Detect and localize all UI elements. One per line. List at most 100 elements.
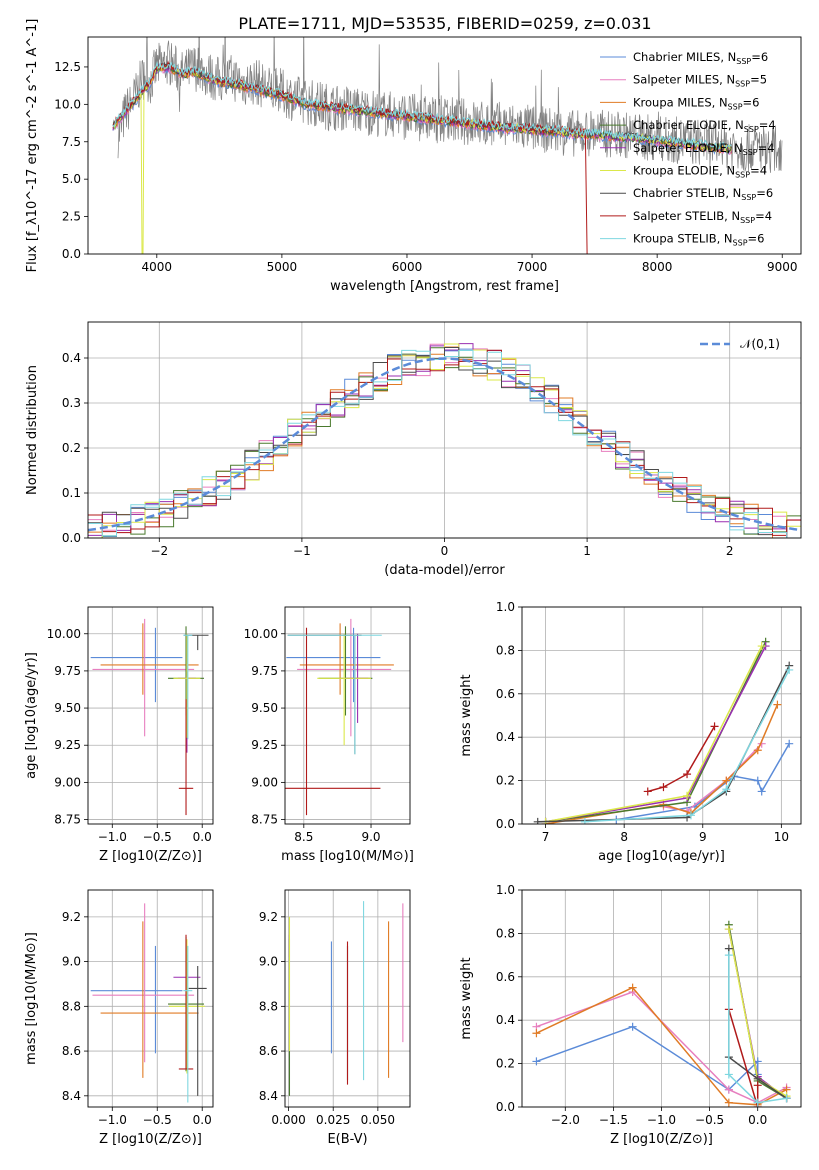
series-marker xyxy=(580,817,589,824)
x-tick-label: 0.000 xyxy=(271,1113,305,1127)
y-tick-label: 8.6 xyxy=(259,1044,278,1058)
y-tick-label: 1.0 xyxy=(496,883,515,897)
legend-label: Kroupa ELODIE, NSSP=4 xyxy=(633,164,767,180)
panel-mass_weight_vs_age: 7 8 9 10 0.0 0.2 0.4 0.6 0.8 1.0 age [log10(age/yr… xyxy=(459,600,802,864)
plot-area xyxy=(532,920,791,1107)
y-tick-label: 0.0 xyxy=(496,1100,515,1114)
series-marker xyxy=(724,951,733,960)
series-marker xyxy=(683,770,692,779)
x-tick-label: 0.0 xyxy=(748,1113,767,1127)
y-tick-label: 0.4 xyxy=(62,351,81,365)
legend-label: Salpeter STELIB, NSSP=4 xyxy=(633,209,772,225)
series-marker xyxy=(724,1085,733,1094)
y-tick-label: 8.8 xyxy=(62,999,81,1013)
series-marker xyxy=(782,1094,791,1103)
series-marker xyxy=(785,739,794,748)
x-tick-label: −1.0 xyxy=(98,1113,127,1127)
series-marker xyxy=(722,785,731,794)
histogram-legend: 𝒩(0,1) xyxy=(700,337,780,351)
series-marker xyxy=(683,791,692,800)
plot-area xyxy=(90,618,209,816)
x-tick-label: −1.0 xyxy=(647,1113,676,1127)
y-tick-label: 8.75 xyxy=(251,813,278,827)
y-tick-label: 0.8 xyxy=(496,643,515,657)
plot-area xyxy=(90,903,207,1103)
y-tick-label: 9.00 xyxy=(251,775,278,789)
series-marker xyxy=(628,983,637,992)
x-tick-label: 4000 xyxy=(142,260,173,274)
series-line-8 xyxy=(728,1009,759,1107)
panel-mass_vs_EBV: 0.000 0.025 0.050 8.4 8.6 8.8 9.0 9.2 E(B-V) xyxy=(259,889,411,1147)
x-tick-label: 9 xyxy=(699,830,707,844)
y-axis-label: mass [log10(M/M⊙)] xyxy=(24,932,39,1065)
y-axis-label: Flux [f_λ10^-17 erg cm^-2 s^-1 A^-1] xyxy=(25,19,40,273)
y-tick-label: 8.6 xyxy=(62,1044,81,1058)
y-tick-label: 9.75 xyxy=(251,664,278,678)
plot-area xyxy=(112,37,783,254)
x-tick-label: 0.0 xyxy=(193,1113,212,1127)
x-tick-label: 9.0 xyxy=(361,830,380,844)
series-marker xyxy=(532,1029,541,1038)
y-axis-label: mass weight xyxy=(459,957,474,1039)
y-tick-label: 8.75 xyxy=(54,813,81,827)
y-tick-label: 0.0 xyxy=(496,817,515,831)
series-marker xyxy=(686,811,695,820)
histogram-step-7 xyxy=(88,347,801,538)
y-tick-label: 9.25 xyxy=(54,738,81,752)
y-tick-label: 2.5 xyxy=(62,210,81,224)
panel-residual_histogram: −2 −1 0 1 2 0.0 0.1 0.2 0.3 0.4 (data-model)/error… xyxy=(25,321,802,578)
legend-label: Salpeter MILES, NSSP=5 xyxy=(633,73,767,89)
y-tick-label: 0.6 xyxy=(496,687,515,701)
series-marker xyxy=(722,776,731,785)
series-marker xyxy=(532,1057,541,1066)
series-line-9 xyxy=(584,669,790,823)
model-line-9 xyxy=(112,60,732,150)
y-axis-label: Normed distribution xyxy=(25,365,40,495)
axes-frame xyxy=(284,606,411,825)
axes-frame xyxy=(521,606,802,825)
series-line-8 xyxy=(647,726,716,793)
x-axis-label: wavelength [Angstrom, rest frame] xyxy=(330,279,559,294)
x-tick-label: 0.050 xyxy=(361,1113,395,1127)
x-tick-label: 10 xyxy=(774,830,789,844)
y-tick-label: 0.3 xyxy=(62,396,81,410)
series-marker xyxy=(753,1098,762,1107)
panel-spectrum: 4000 5000 6000 7000 8000 9000 0.0 2.5 5.0 7.5 10.0… xyxy=(25,19,802,294)
figure-title: PLATE=1711, MJD=53535, FIBERID=0259, z=0… xyxy=(238,14,651,33)
x-tick-label: −1.5 xyxy=(599,1113,628,1127)
plot-area xyxy=(533,637,794,824)
axes-frame xyxy=(521,889,802,1108)
y-axis-label: mass weight xyxy=(459,674,474,756)
series-marker xyxy=(724,1070,733,1079)
y-tick-label: 1.0 xyxy=(496,600,515,614)
y-tick-label: 8.4 xyxy=(62,1089,81,1103)
series-marker xyxy=(757,642,766,651)
legend-label: 𝒩(0,1) xyxy=(740,337,780,351)
y-tick-label: 5.0 xyxy=(62,172,81,186)
y-tick-label: 0.4 xyxy=(496,1013,515,1027)
x-axis-label: (data-model)/error xyxy=(384,563,505,578)
x-tick-label: 8.5 xyxy=(294,830,313,844)
series-marker xyxy=(753,776,762,785)
series-marker xyxy=(724,925,733,934)
y-tick-label: 8.4 xyxy=(259,1089,278,1103)
axes-frame xyxy=(87,321,802,539)
x-tick-label: 7 xyxy=(542,830,550,844)
x-tick-label: 0.0 xyxy=(193,830,212,844)
series-marker xyxy=(659,783,668,792)
x-tick-label: 8 xyxy=(620,830,628,844)
y-tick-label: 8.8 xyxy=(259,999,278,1013)
x-tick-label: −1 xyxy=(293,544,311,558)
x-axis-label: Z [log10(Z/Z⊙)] xyxy=(99,1132,202,1147)
plot-area xyxy=(285,618,394,816)
y-tick-label: 9.75 xyxy=(54,664,81,678)
x-tick-label: −0.5 xyxy=(695,1113,724,1127)
series-marker xyxy=(643,787,652,796)
y-tick-label: 10.00 xyxy=(244,627,278,641)
x-axis-label: mass [log10(M/M⊙)] xyxy=(281,849,414,864)
axes-frame xyxy=(87,36,802,255)
x-axis-label: Z [log10(Z/Z⊙)] xyxy=(99,849,202,864)
series-marker xyxy=(773,700,782,709)
x-tick-label: 9000 xyxy=(767,260,798,274)
axes-frame xyxy=(87,889,214,1108)
